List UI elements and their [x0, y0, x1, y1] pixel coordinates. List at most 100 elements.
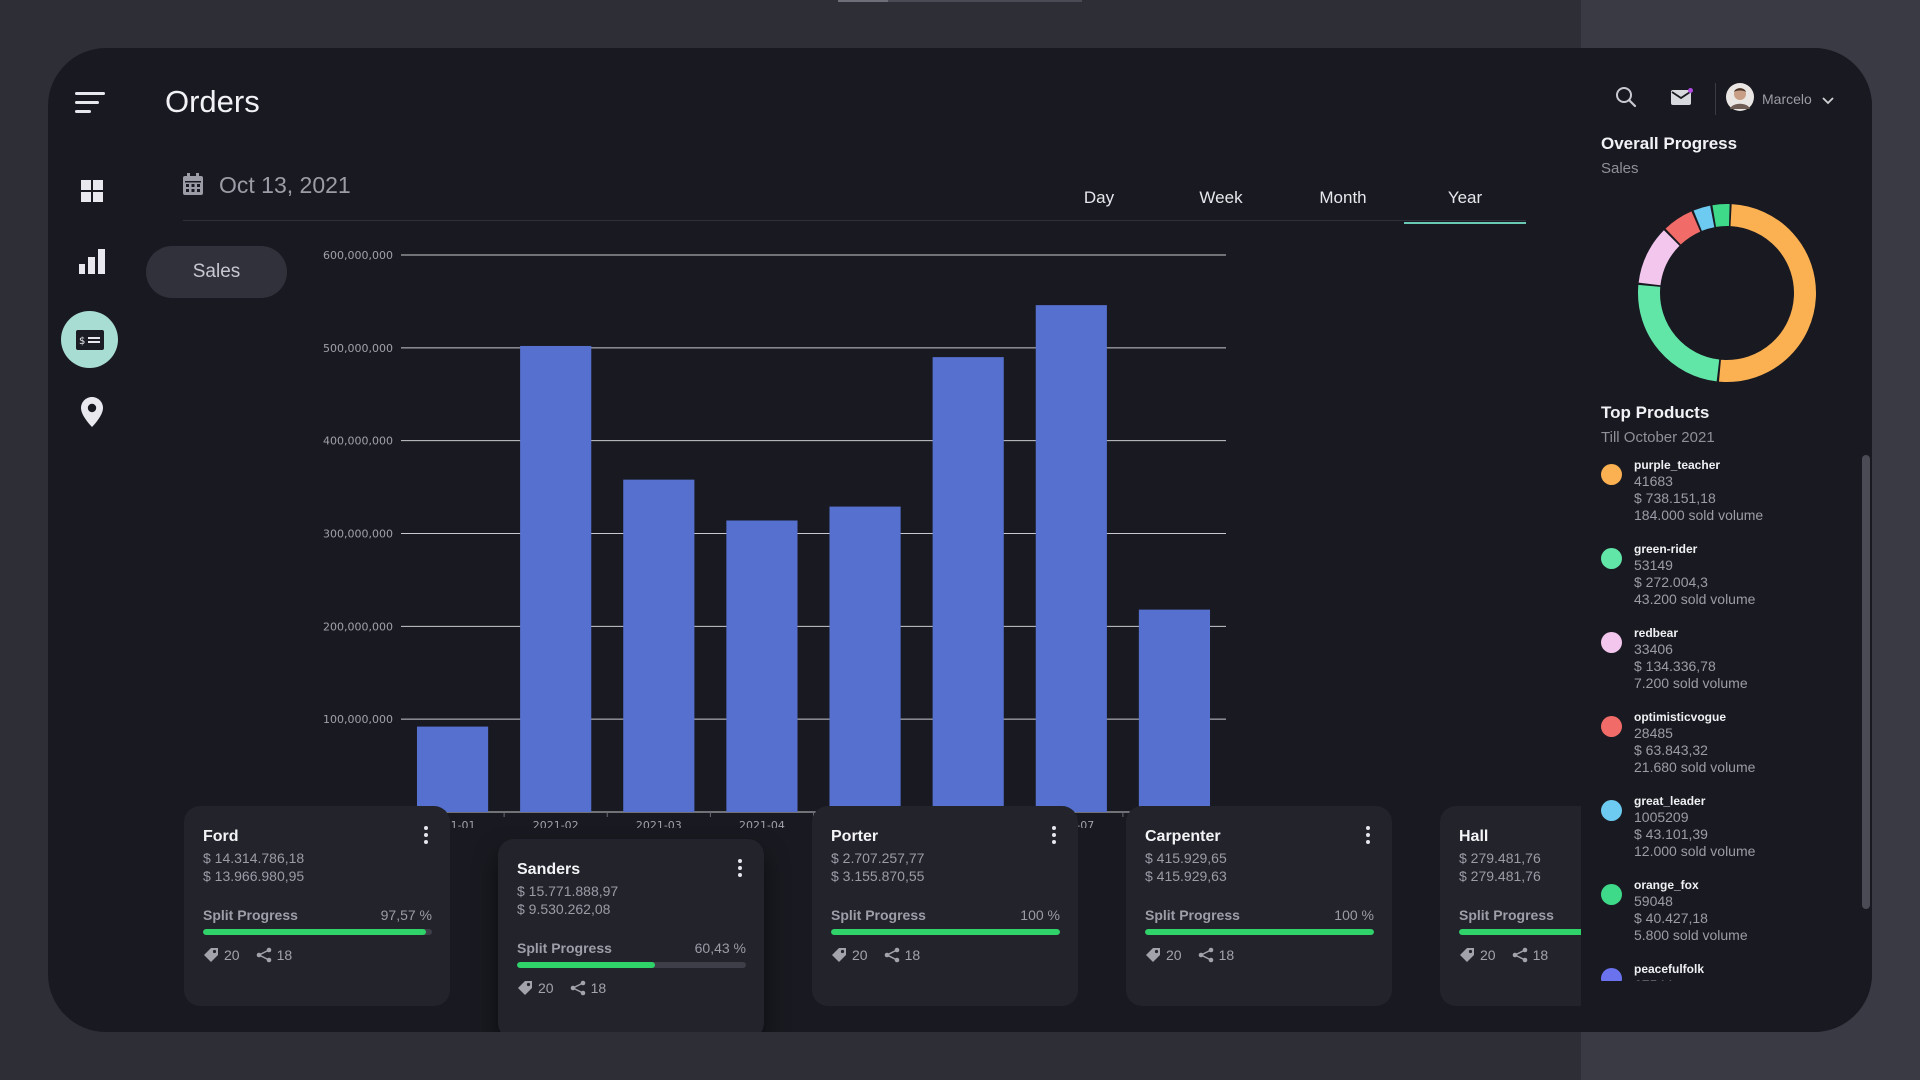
card-name: Ford	[203, 828, 239, 845]
kebab-menu-icon[interactable]	[1366, 826, 1372, 847]
overall-progress-donut	[1638, 204, 1816, 382]
date-label: Oct 13, 2021	[219, 172, 351, 198]
product-item[interactable]: great_leader 1005209 $ 43.101,39 12.000 sol…	[1601, 793, 1861, 877]
tag-icon	[1146, 948, 1160, 962]
x-tick-label: 2021-01	[430, 819, 476, 828]
product-color-dot	[1601, 548, 1622, 569]
split-progress-value: 100 %	[1334, 907, 1374, 923]
tag-icon	[518, 981, 532, 995]
split-progress-value: 100 %	[1020, 907, 1060, 923]
split-progress-bar	[1459, 929, 1688, 935]
product-item[interactable]: redbear 33406 $ 134.336,78 7.200 sold volum…	[1601, 625, 1861, 709]
product-id: 67544	[1634, 977, 1704, 981]
product-id: 59048	[1634, 893, 1673, 909]
split-progress-value: 60,43 %	[694, 940, 746, 956]
split-progress-bar	[831, 929, 1060, 935]
overall-progress-subtitle: Sales	[1601, 160, 1639, 177]
share-icon[interactable]	[256, 947, 272, 963]
kebab-menu-icon[interactable]	[1052, 826, 1058, 847]
share-icon[interactable]	[570, 980, 586, 996]
order-card-sanders[interactable]: Sanders $ 15.771.888,97 $ 9.530.262,08 Spli…	[498, 839, 764, 1032]
product-name: redbear	[1634, 626, 1679, 640]
split-progress-bar	[517, 962, 746, 968]
product-item[interactable]: orange_fox 59048 $ 40.427,18 5.800 sold vol…	[1601, 877, 1861, 961]
mail-icon[interactable]	[1671, 88, 1693, 110]
product-volume: 184.000 sold volume	[1634, 507, 1764, 523]
header-separator	[1715, 83, 1716, 115]
date-row[interactable]: Oct 13, 2021	[183, 172, 351, 199]
card-amount-primary: $ 415.929,65	[1145, 850, 1227, 866]
product-color-dot	[1601, 800, 1622, 821]
product-id: 28485	[1634, 725, 1673, 741]
card-name: Porter	[831, 828, 879, 845]
product-item[interactable]: optimisticvogue 28485 $ 63.843,32 21.680 so…	[1601, 709, 1861, 793]
x-tick-label: 2021-04	[739, 819, 785, 828]
product-amount: $ 272.004,3	[1634, 574, 1708, 590]
product-amount: $ 738.151,18	[1634, 490, 1716, 506]
card-meta: 20 18	[831, 947, 1060, 963]
card-meta: 20 18	[203, 947, 432, 963]
avatar[interactable]	[1726, 83, 1754, 115]
kebab-menu-icon[interactable]	[424, 826, 430, 847]
split-progress-label: Split Progress	[203, 907, 298, 923]
split-progress-fill	[203, 929, 427, 935]
bar	[829, 506, 901, 812]
y-tick-label: 500,000,000	[323, 342, 393, 355]
search-icon[interactable]	[1615, 86, 1637, 112]
split-progress-row: Split Progress 100 %	[831, 907, 1060, 923]
card-name: Hall	[1459, 828, 1489, 845]
product-id: 53149	[1634, 557, 1673, 573]
user-name[interactable]: Marcelo	[1762, 91, 1812, 107]
product-volume: 7.200 sold volume	[1634, 675, 1748, 691]
split-progress-fill	[1459, 929, 1688, 935]
product-item[interactable]: peacefulfolk67544-$ 831,21	[1601, 961, 1861, 981]
split-progress-fill	[831, 929, 1060, 935]
share-icon[interactable]	[1198, 947, 1214, 963]
product-item[interactable]: green-rider 53149 $ 272.004,3 43.200 sold v…	[1601, 541, 1861, 625]
split-progress-row: Split Progress 100 %	[1145, 907, 1374, 923]
sales-bar-chart: 0100,000,000200,000,000300,000,000400,00…	[323, 249, 1227, 828]
order-card-ford[interactable]: Ford $ 14.314.786,18 $ 13.966.980,95 Split …	[184, 806, 450, 1006]
tab-year[interactable]: Year	[1404, 188, 1526, 224]
share-icon[interactable]	[1512, 947, 1528, 963]
card-meta: 20 18	[517, 980, 746, 996]
tag-icon	[1460, 948, 1474, 962]
split-progress-value: 97,57 %	[380, 907, 432, 923]
payment-card-icon[interactable]: $	[61, 311, 118, 368]
split-progress-bar	[203, 929, 432, 935]
tag-count: 20	[1166, 947, 1182, 963]
bar	[416, 726, 489, 812]
menu-icon[interactable]	[75, 92, 105, 116]
split-progress-row: Split Progress 97,57 %	[203, 907, 432, 923]
order-card-porter[interactable]: Porter $ 2.707.257,77 $ 3.155.870,55 Split …	[812, 806, 1078, 1006]
order-card-carpenter[interactable]: Carpenter $ 415.929,65 $ 415.929,63 Split P…	[1126, 806, 1392, 1006]
y-tick-label: 100,000,000	[323, 713, 393, 726]
tag-count: 20	[224, 947, 240, 963]
top-scroll-marker	[838, 0, 1082, 2]
split-progress-fill	[517, 962, 656, 968]
y-tick-label: 600,000,000	[323, 249, 393, 262]
bar	[932, 357, 1004, 812]
location-pin-icon[interactable]	[66, 386, 118, 438]
product-color-dot	[1601, 884, 1622, 905]
tab-week[interactable]: Week	[1199, 188, 1243, 207]
sales-category-pill[interactable]: Sales	[146, 246, 287, 298]
product-name: optimisticvogue	[1634, 710, 1727, 724]
product-item[interactable]: purple_teacher 41683 $ 738.151,18 184.000 s…	[1601, 457, 1861, 541]
product-color-dot	[1601, 716, 1622, 737]
chevron-down-icon[interactable]	[1822, 90, 1834, 109]
bar-chart-icon[interactable]	[66, 235, 118, 287]
overall-progress-title: Overall Progress	[1601, 134, 1738, 153]
split-progress-row: Split Progress 60,43 %	[517, 940, 746, 956]
product-name: green-rider	[1634, 542, 1698, 556]
app-window: $ Orders Oct 13, 2021 Day Week Month Yea…	[48, 48, 1872, 1032]
dashboard-grid-icon[interactable]	[66, 165, 118, 217]
kebab-menu-icon[interactable]	[738, 859, 744, 880]
product-volume: 5.800 sold volume	[1634, 927, 1748, 943]
card-amount-secondary: $ 3.155.870,55	[831, 868, 925, 884]
share-icon[interactable]	[884, 947, 900, 963]
tab-month[interactable]: Month	[1319, 188, 1367, 207]
product-list-scrollbar[interactable]	[1862, 455, 1870, 909]
card-amount-primary: $ 279.481,76	[1459, 850, 1541, 866]
tab-day[interactable]: Day	[1083, 188, 1115, 207]
